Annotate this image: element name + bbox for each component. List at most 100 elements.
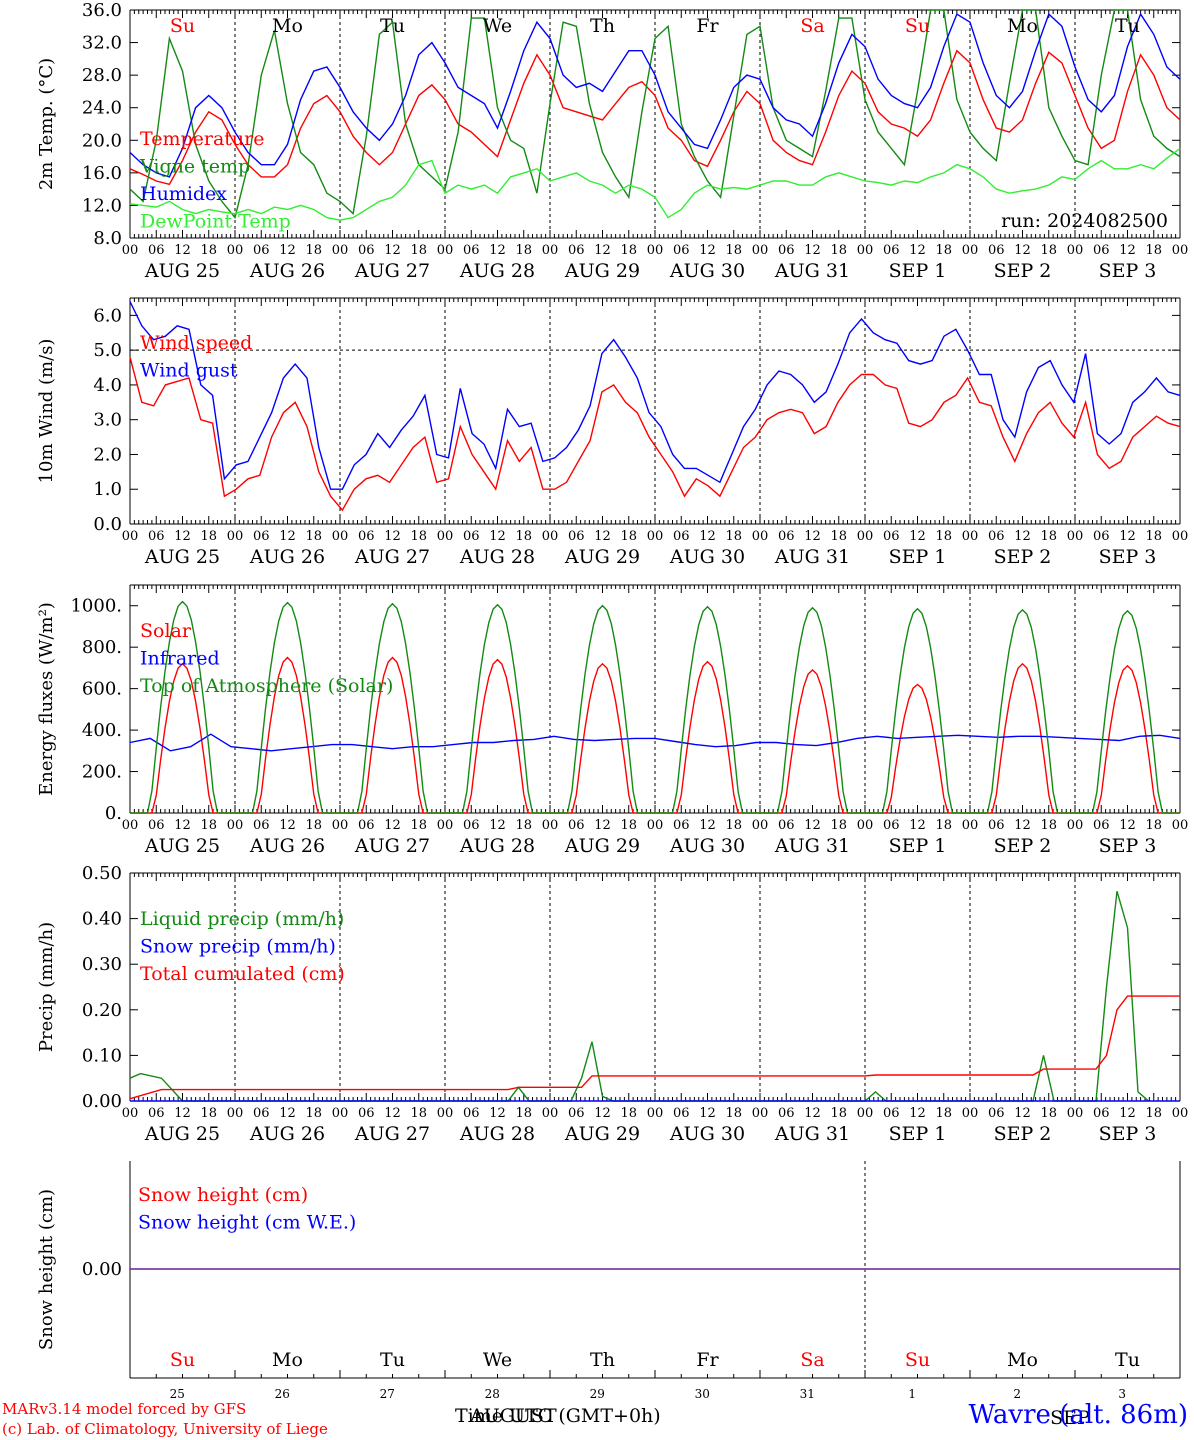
hour-tick-label: 00: [332, 529, 349, 544]
hour-tick-label: 18: [830, 243, 847, 258]
hour-tick-label: 18: [830, 529, 847, 544]
hour-tick-label: 12: [279, 529, 296, 544]
hour-tick-label: 18: [305, 529, 322, 544]
hour-tick-label: 00: [752, 818, 769, 833]
hour-tick-label: 06: [463, 1106, 480, 1121]
hour-tick-label: 00: [437, 818, 454, 833]
hour-tick-label: 12: [804, 818, 821, 833]
hour-tick-label: 00: [647, 529, 664, 544]
hour-tick-label: 00: [962, 243, 979, 258]
date-label: AUG 29: [564, 835, 640, 857]
hour-tick-label: 18: [515, 818, 532, 833]
y-tick-label: 16.0: [82, 163, 122, 184]
legend-entry: Top of Atmosphere (Solar): [140, 675, 393, 697]
hour-tick-label: 12: [699, 529, 716, 544]
hour-tick-label: 18: [725, 818, 742, 833]
hour-tick-label: 18: [620, 529, 637, 544]
weekday-label: Su: [170, 15, 195, 37]
hour-tick-label: 00: [1172, 243, 1189, 258]
hour-tick-label: 18: [1040, 1106, 1057, 1121]
hour-tick-label: 06: [253, 529, 270, 544]
month-label: AUGUST: [470, 1405, 557, 1427]
hour-tick-label: 06: [253, 818, 270, 833]
hour-tick-label: 06: [778, 818, 795, 833]
hour-tick-label: 00: [647, 243, 664, 258]
hour-tick-label: 00: [752, 243, 769, 258]
legend-entry: Snow height (cm W.E.): [138, 1212, 356, 1234]
y-tick-label: 0.10: [82, 1045, 122, 1066]
weekday-label-bottom: Su: [170, 1349, 195, 1371]
hour-tick-label: 06: [358, 243, 375, 258]
date-label: SEP 1: [889, 260, 947, 282]
hour-tick-label: 06: [463, 243, 480, 258]
series-line-vigne-temp: [129, 9, 1181, 220]
hour-tick-label: 00: [1067, 1106, 1084, 1121]
hour-tick-label: 18: [1145, 818, 1162, 833]
y-tick-label: 0.0: [93, 514, 122, 535]
hour-tick-label: 18: [935, 243, 952, 258]
hour-tick-label: 00: [1172, 529, 1189, 544]
station-label: Wavre (alt. 86m): [968, 1400, 1188, 1430]
date-label: AUG 30: [669, 835, 745, 857]
hour-tick-label: 00: [437, 1106, 454, 1121]
date-label: AUG 30: [669, 260, 745, 282]
hour-tick-label: 18: [935, 818, 952, 833]
date-label: AUG 28: [459, 546, 535, 568]
hour-tick-label: 00: [122, 818, 139, 833]
weekday-label: Fr: [696, 15, 719, 37]
day-number-label: 27: [380, 1387, 395, 1401]
hour-tick-label: 00: [962, 818, 979, 833]
hour-tick-label: 06: [463, 529, 480, 544]
hour-tick-label: 00: [227, 1106, 244, 1121]
hour-tick-label: 12: [804, 529, 821, 544]
weekday-label-bottom: Sa: [800, 1349, 824, 1371]
date-label: AUG 26: [249, 546, 325, 568]
hour-tick-label: 06: [673, 243, 690, 258]
weekday-label-bottom: Mo: [1007, 1349, 1038, 1371]
model-credit: MARv3.14 model forced by GFS: [2, 1400, 247, 1418]
time-axis-title: Time UTC (GMT+0h): [455, 1405, 661, 1427]
hour-tick-label: 06: [148, 818, 165, 833]
hour-tick-label: 00: [437, 529, 454, 544]
panel-1: [129, 9, 1181, 239]
hour-tick-label: 12: [174, 529, 191, 544]
date-label: AUG 30: [669, 1123, 745, 1145]
y-tick-label: 36.0: [82, 0, 122, 21]
hour-tick-label: 18: [620, 1106, 637, 1121]
run-label: run: 2024082500: [1001, 210, 1168, 232]
date-label: AUG 28: [459, 1123, 535, 1145]
weekday-label: Mo: [272, 15, 303, 37]
weekday-label-bottom: Mo: [272, 1349, 303, 1371]
date-label: AUG 25: [144, 260, 220, 282]
hour-tick-label: 18: [515, 529, 532, 544]
y-axis-label: Energy fluxes (W/m²): [36, 602, 57, 796]
legend-entry: Solar: [140, 620, 192, 642]
y-tick-label: 1000.: [70, 596, 122, 617]
y-tick-label: 0.00: [82, 1259, 122, 1280]
hour-tick-label: 00: [647, 1106, 664, 1121]
y-tick-label: 0.30: [82, 954, 122, 975]
date-label: SEP 3: [1099, 1123, 1157, 1145]
hour-tick-label: 06: [883, 529, 900, 544]
series-line-total-cumulated-cm-: [129, 995, 1180, 1100]
day-number-label: 25: [170, 1387, 185, 1401]
hour-tick-label: 06: [1093, 1106, 1110, 1121]
date-label: AUG 27: [354, 835, 430, 857]
hour-tick-label: 00: [1067, 243, 1084, 258]
hour-tick-label: 12: [279, 1106, 296, 1121]
hour-tick-label: 18: [830, 818, 847, 833]
hour-tick-label: 18: [200, 818, 217, 833]
hour-tick-label: 06: [358, 1106, 375, 1121]
date-label: AUG 28: [459, 835, 535, 857]
panel-3: [129, 584, 1181, 814]
hour-tick-label: 12: [1014, 529, 1031, 544]
hour-tick-label: 06: [778, 529, 795, 544]
hour-tick-label: 06: [253, 243, 270, 258]
hour-tick-label: 06: [1093, 243, 1110, 258]
hour-tick-label: 12: [489, 1106, 506, 1121]
y-tick-label: 0.50: [82, 863, 122, 884]
hour-tick-label: 18: [515, 1106, 532, 1121]
day-number-label: 31: [800, 1387, 815, 1401]
hour-tick-label: 18: [725, 243, 742, 258]
